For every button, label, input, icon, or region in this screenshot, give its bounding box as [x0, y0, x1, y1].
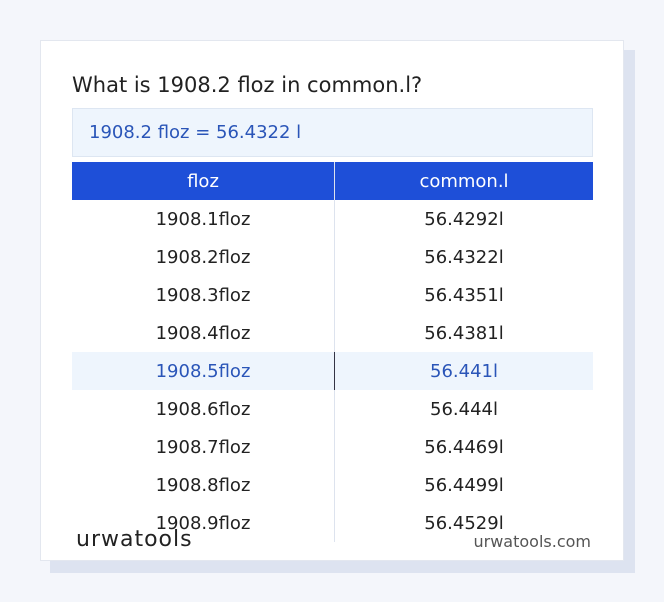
row: 1908.6floz 56.444l [72, 390, 593, 428]
cell: 1908.5floz [72, 352, 335, 390]
cell: 1908.2floz [72, 238, 335, 276]
brand: urwatools [76, 527, 193, 552]
cell: 56.4322l [424, 246, 504, 268]
cell: 1908.3floz [72, 276, 335, 314]
card: What is 1908.2 floz in common.l? 1908.2 … [40, 40, 624, 561]
cell: 56.4499l [424, 474, 504, 496]
cell: 56.4469l [424, 436, 504, 458]
cell: 1908.8floz [72, 466, 335, 504]
cell: 1908.7floz [72, 428, 335, 466]
row: 1908.2floz 56.4322l [72, 238, 593, 276]
cell: 1908.1floz [72, 200, 335, 238]
cell: 1908.9floz [72, 504, 335, 542]
cell: 56.4381l [424, 322, 504, 344]
row: 1908.5floz 56.441l [72, 352, 593, 390]
row: 1908.1floz 56.4292l [72, 200, 593, 238]
site: urwatools.com [473, 532, 592, 551]
conversion-table: floz common.l 1908.1floz 56.4292l 1908.2floz… [72, 162, 593, 542]
row: 1908.3floz 56.4351l [72, 276, 593, 314]
cell: 1908.6floz [72, 390, 335, 428]
row: 1908.4floz 56.4381l [72, 314, 593, 352]
cell: 56.444l [430, 398, 498, 420]
cell: 1908.4floz [72, 314, 335, 352]
header-cell: common.l [334, 162, 593, 200]
row: 1908.8floz 56.4499l [72, 466, 593, 504]
cell: 56.4351l [424, 284, 504, 306]
row: 1908.9floz 56.4529l [72, 504, 593, 542]
row: 1908.7floz 56.4469l [72, 428, 593, 466]
cell: 56.4529l [424, 512, 504, 534]
title: What is 1908.2 floz in common.l? [72, 73, 423, 97]
cell: 56.441l [334, 352, 593, 390]
cell: 56.4292l [424, 208, 504, 230]
result: 1908.2 floz = 56.4322 l [72, 108, 593, 157]
header-cell: floz [72, 162, 335, 200]
